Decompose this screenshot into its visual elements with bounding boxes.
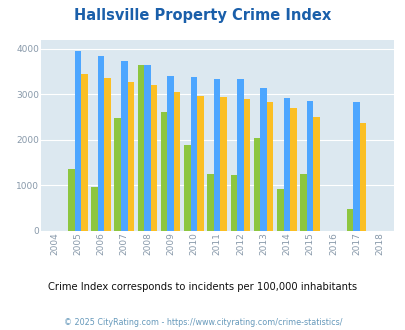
Bar xyxy=(313,116,319,231)
Bar xyxy=(144,65,150,231)
Bar xyxy=(167,76,174,231)
Bar xyxy=(306,101,313,231)
Bar xyxy=(237,79,243,231)
Bar xyxy=(127,82,134,231)
Bar xyxy=(243,99,249,231)
Bar xyxy=(150,85,157,231)
Bar xyxy=(121,61,127,231)
Bar xyxy=(160,112,167,231)
Bar xyxy=(197,96,203,231)
Bar xyxy=(266,102,273,231)
Bar xyxy=(277,189,283,231)
Bar xyxy=(346,209,352,231)
Bar xyxy=(213,79,220,231)
Bar xyxy=(75,51,81,231)
Bar xyxy=(137,65,144,231)
Bar xyxy=(190,78,197,231)
Bar xyxy=(290,108,296,231)
Bar xyxy=(359,122,365,231)
Text: © 2025 CityRating.com - https://www.cityrating.com/crime-statistics/: © 2025 CityRating.com - https://www.city… xyxy=(64,318,341,327)
Text: Hallsville Property Crime Index: Hallsville Property Crime Index xyxy=(74,8,331,23)
Bar xyxy=(220,97,226,231)
Bar xyxy=(300,175,306,231)
Bar xyxy=(68,169,75,231)
Bar xyxy=(104,78,111,231)
Bar xyxy=(114,118,121,231)
Bar xyxy=(352,102,359,231)
Bar xyxy=(91,187,98,231)
Bar xyxy=(174,92,180,231)
Text: Crime Index corresponds to incidents per 100,000 inhabitants: Crime Index corresponds to incidents per… xyxy=(48,282,357,292)
Bar xyxy=(283,98,290,231)
Bar xyxy=(253,139,260,231)
Bar xyxy=(184,145,190,231)
Bar xyxy=(260,88,266,231)
Bar xyxy=(81,74,87,231)
Bar xyxy=(207,175,213,231)
Bar xyxy=(230,176,237,231)
Bar xyxy=(98,56,104,231)
